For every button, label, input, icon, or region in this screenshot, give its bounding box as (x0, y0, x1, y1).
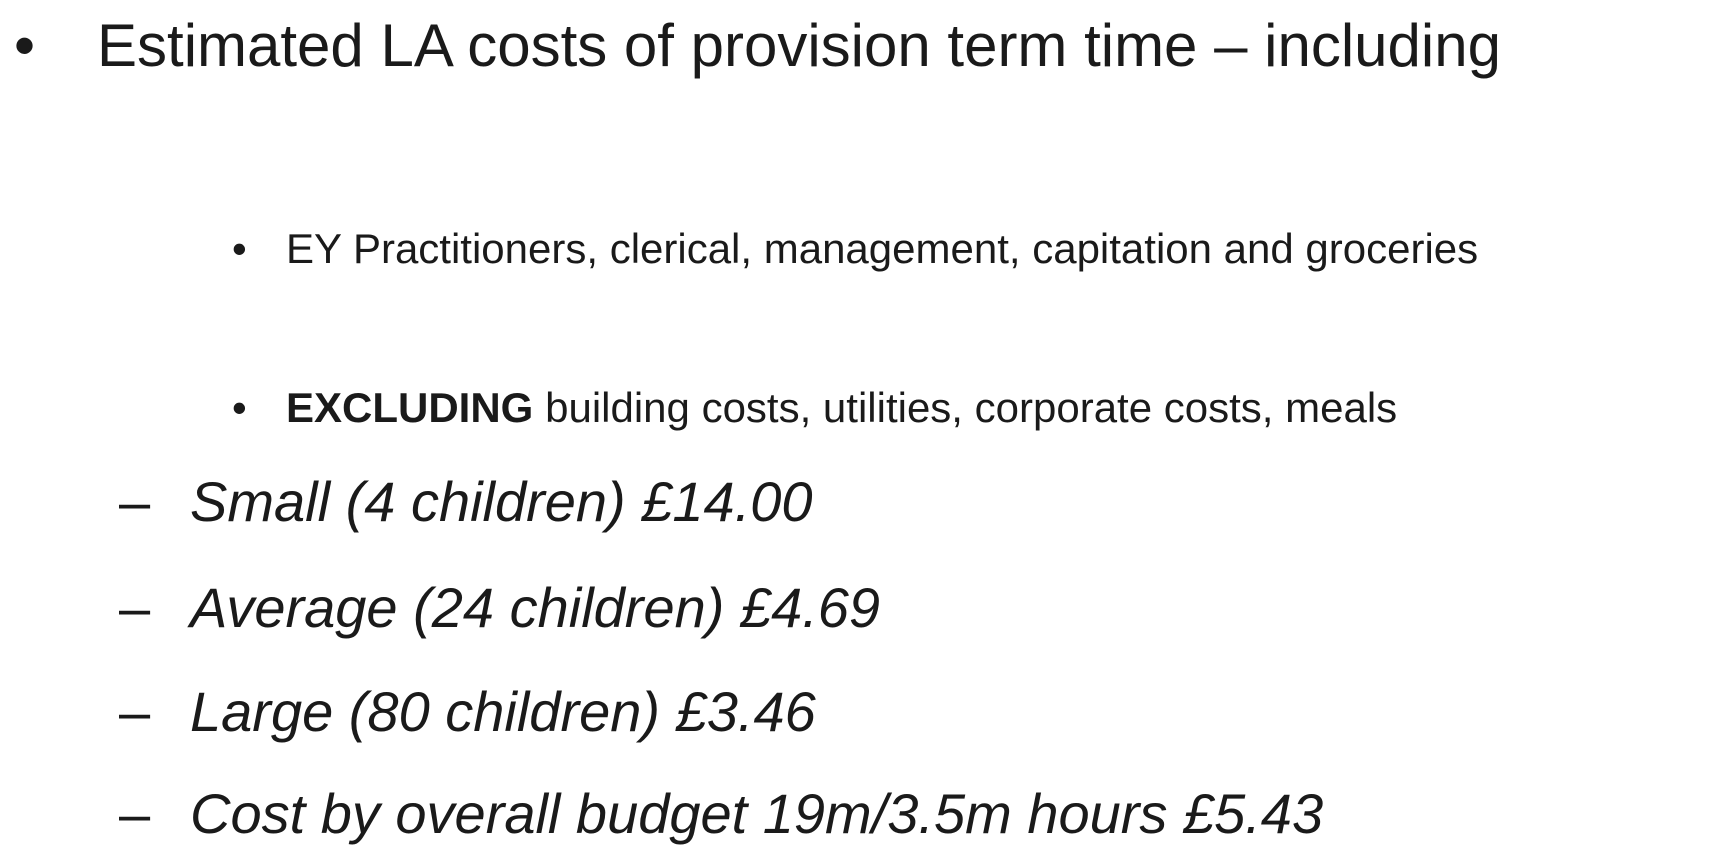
dash-item: Small (4 children) £14.00 (190, 470, 813, 533)
sub-bullet-text: EXCLUDING building costs, utilities, corp… (286, 372, 1616, 443)
dash-marker: – (119, 782, 151, 845)
bold-text: EXCLUDING (286, 384, 534, 431)
dash-marker: – (119, 680, 151, 743)
dash-item: Large (80 children) £3.46 (190, 680, 816, 743)
dash-item: Average (24 children) £4.69 (190, 576, 881, 639)
sub-bullet-rest: building costs, utilities, corporate cos… (545, 384, 1398, 431)
dash-marker: – (119, 576, 151, 639)
bullet-text: Estimated LA costs of provision term tim… (97, 12, 1501, 79)
dash-marker: – (119, 470, 151, 533)
sub-bullet-marker: • (232, 384, 247, 431)
bullet-marker: • (14, 12, 36, 79)
dash-item: Cost by overall budget 19m/3.5m hours £5… (190, 782, 1324, 845)
sub-bullet-text: EY Practitioners, clerical, management, … (286, 225, 1479, 272)
sub-bullet-marker: • (232, 225, 247, 272)
